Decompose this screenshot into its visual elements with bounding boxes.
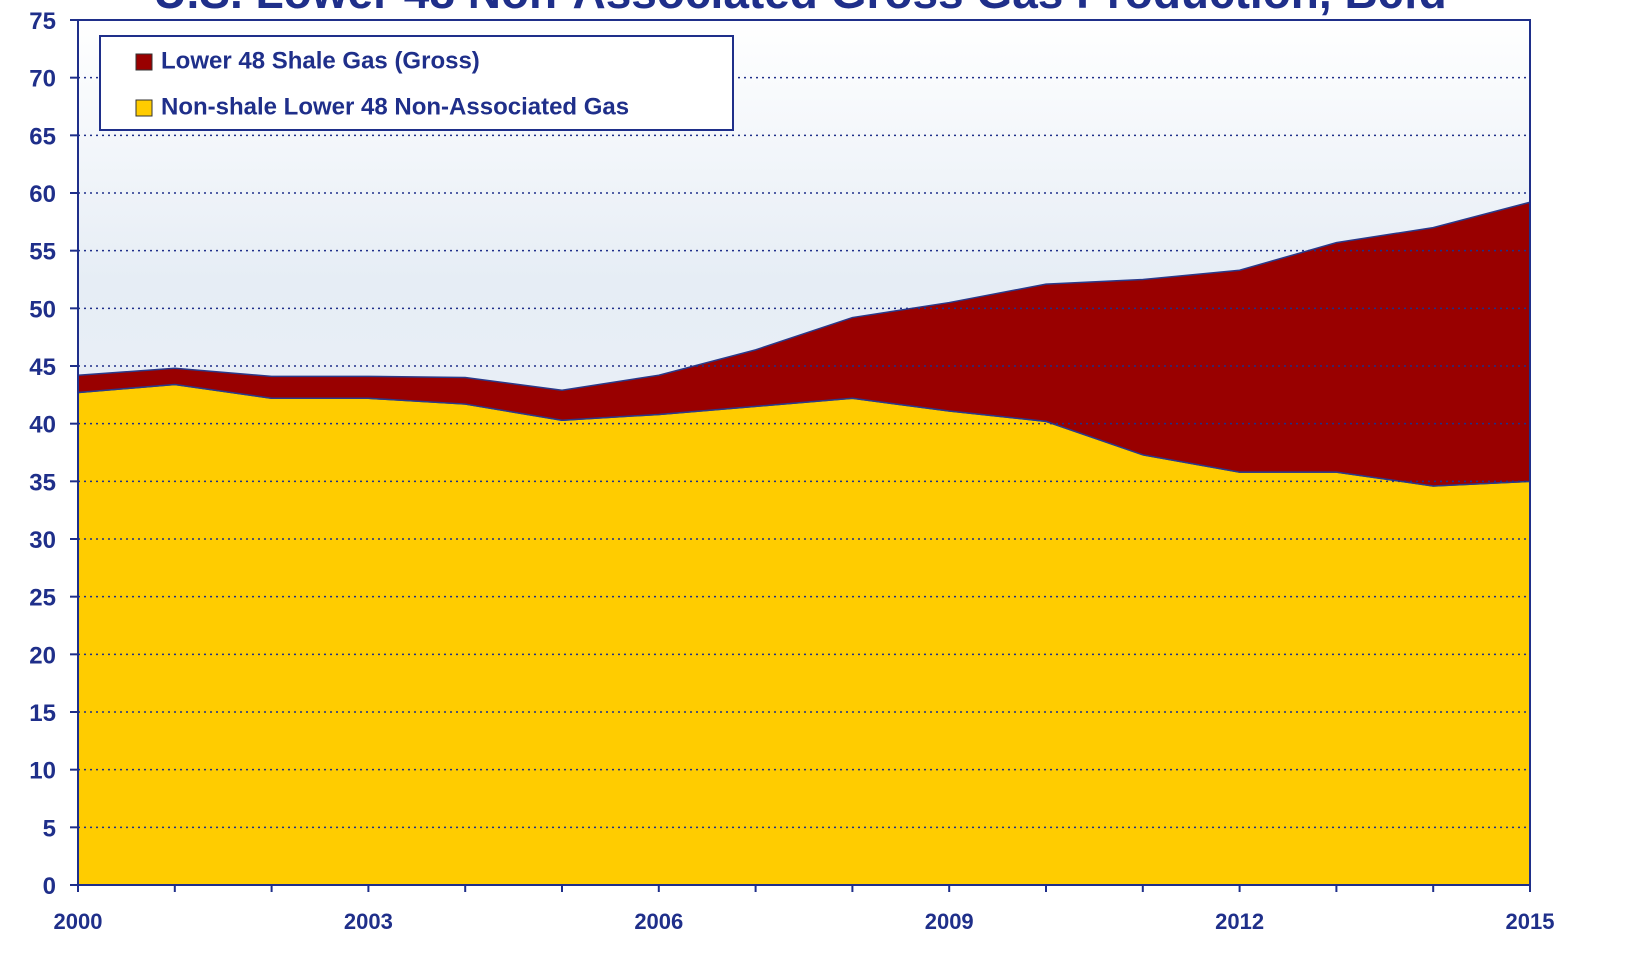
x-tick-label: 2009 <box>925 909 974 934</box>
y-tick-label: 25 <box>29 585 56 612</box>
legend-label: Lower 48 Shale Gas (Gross) <box>161 47 480 74</box>
chart-title: U.S. Lower 48 Non-Associated Gross Gas P… <box>153 0 1446 18</box>
y-tick-label: 65 <box>29 123 56 150</box>
y-tick-label: 5 <box>43 815 56 842</box>
y-tick-label: 0 <box>43 873 56 900</box>
x-tick-label: 2012 <box>1215 909 1264 934</box>
y-tick-label: 45 <box>29 354 56 381</box>
legend-label: Non-shale Lower 48 Non-Associated Gas <box>161 93 629 120</box>
y-tick-label: 35 <box>29 469 56 496</box>
y-tick-label: 30 <box>29 527 56 554</box>
plot-border <box>77 19 1531 886</box>
y-tick-label: 50 <box>29 296 56 323</box>
x-tick-label: 2003 <box>344 909 393 934</box>
y-tick-label: 20 <box>29 642 56 669</box>
legend-swatch <box>135 99 153 117</box>
legend-box <box>99 35 734 131</box>
legend: Lower 48 Shale Gas (Gross) Non-shale Lowe… <box>99 35 734 131</box>
y-tick-label: 60 <box>29 181 56 208</box>
y-tick-label: 15 <box>29 700 56 727</box>
y-tick-label: 55 <box>29 239 56 266</box>
y-tick-label: 75 <box>29 8 56 35</box>
x-tick-label: 2015 <box>1506 909 1555 934</box>
y-tick-label: 70 <box>29 66 56 93</box>
y-tick-label: 10 <box>29 758 56 785</box>
y-tick-label: 40 <box>29 412 56 439</box>
x-tick-label: 2006 <box>634 909 683 934</box>
legend-swatch <box>135 53 153 71</box>
x-tick-label: 2000 <box>54 909 103 934</box>
